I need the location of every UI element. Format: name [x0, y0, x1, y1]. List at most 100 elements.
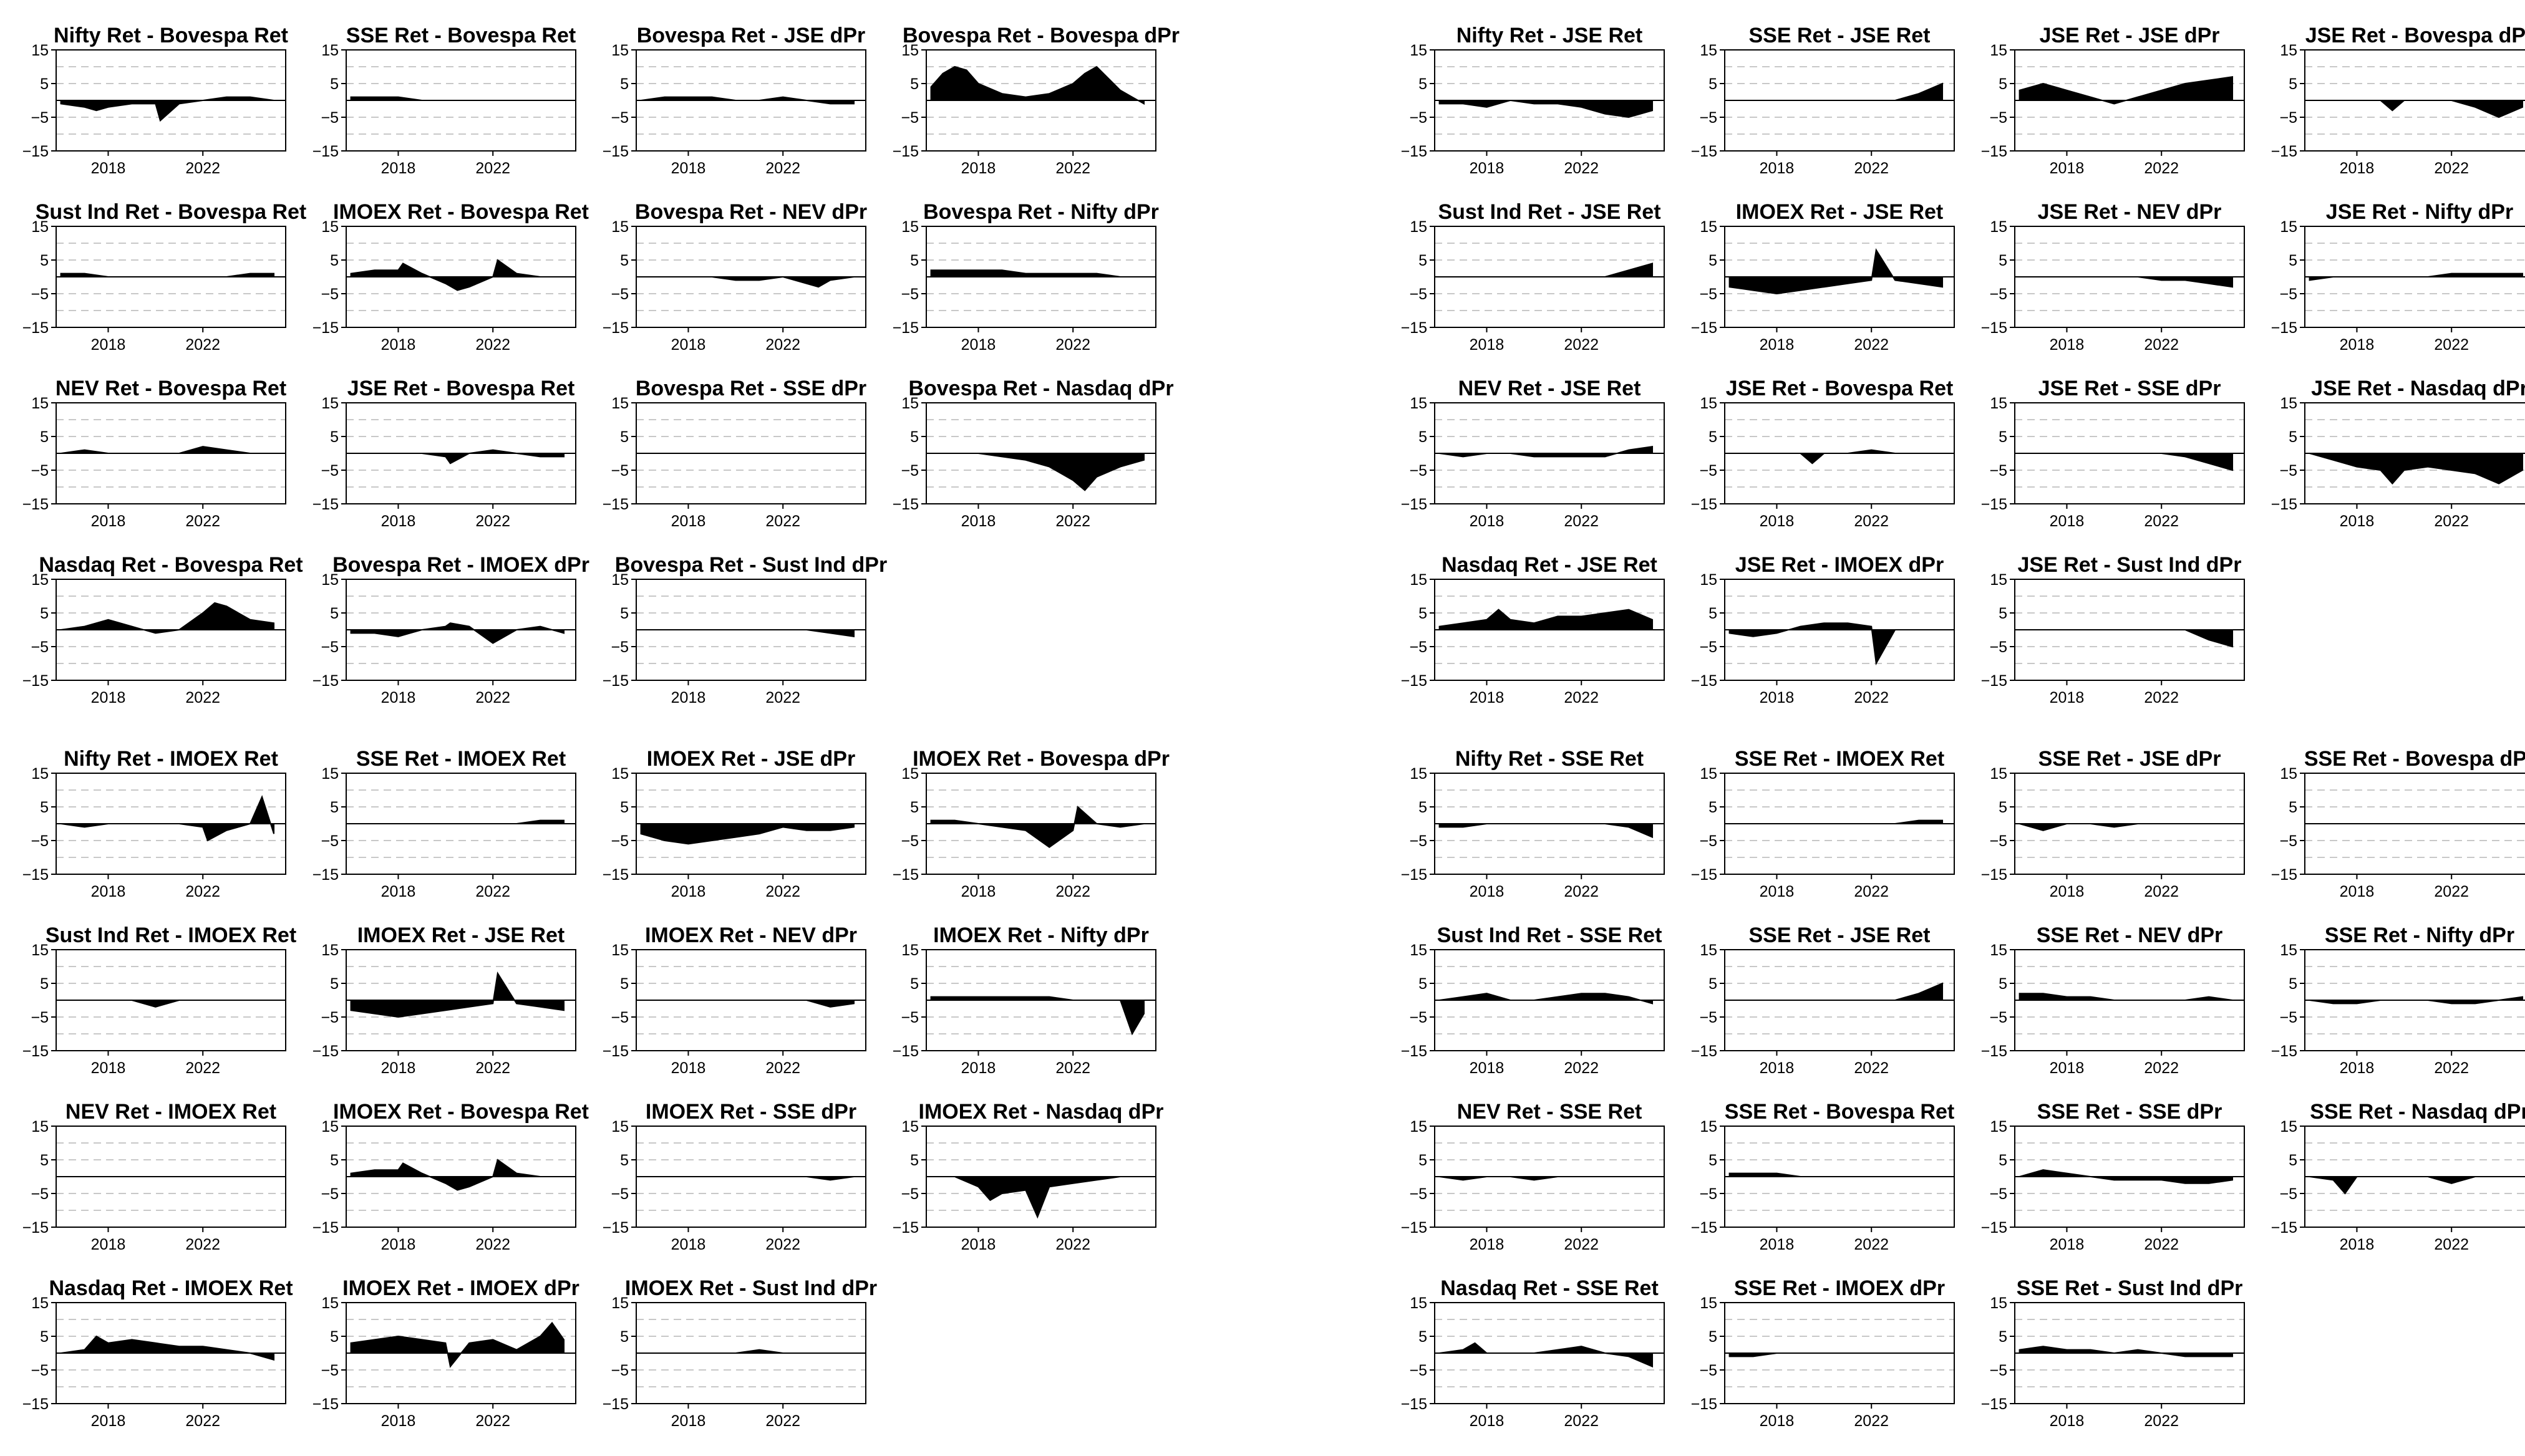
x-tick-label: 2018	[2340, 1236, 2375, 1253]
y-tick-label: 5	[1418, 428, 1427, 446]
x-tick-label: 2022	[475, 336, 510, 354]
y-tick-label: −5	[321, 832, 339, 850]
x-tick-label: 2018	[91, 1412, 126, 1430]
x-tick-label: 2022	[185, 883, 220, 900]
x-tick-label: 2018	[2340, 336, 2375, 354]
chart-panel: Sust Ind Ret - SSE Ret 15 5 −5 −15 2018 2022	[1401, 923, 1665, 1077]
x-tick-label: 2022	[1055, 336, 1090, 354]
y-tick-label: −5	[1409, 1362, 1427, 1379]
y-tick-label: −15	[1691, 1043, 1717, 1060]
y-tick-label: 15	[611, 218, 629, 236]
y-tick-label: −5	[1989, 286, 2007, 303]
y-tick-label: −15	[2271, 496, 2297, 513]
chart-panel: JSE Ret - Bovespa Ret 15 5 −5 −15 2018 2022	[1691, 377, 1955, 530]
x-tick-label: 2018	[381, 336, 416, 354]
plot-frame	[1724, 579, 1955, 681]
x-tick-label: 2022	[765, 160, 800, 177]
x-tick-label: 2022	[185, 336, 220, 354]
plot-frame	[2014, 579, 2245, 681]
y-tick-label: −5	[1989, 639, 2007, 656]
y-tick-label: 15	[1700, 42, 1717, 59]
area-series	[2019, 1346, 2234, 1357]
y-tick-label: 15	[31, 218, 49, 236]
x-tick-label: 2018	[961, 160, 996, 177]
y-tick-label: −5	[321, 286, 339, 303]
y-tick-label: 5	[620, 1328, 629, 1346]
y-tick-label: −5	[611, 286, 629, 303]
x-tick-label: 2022	[1854, 1059, 1889, 1077]
y-tick-label: 15	[611, 395, 629, 412]
y-tick-label: 5	[910, 1152, 919, 1169]
plot-frame	[636, 1126, 866, 1228]
x-tick-label: 2022	[2434, 1236, 2469, 1253]
plot-frame	[926, 773, 1156, 875]
panel-title: Sust Ind Ret - Bovespa Ret	[36, 200, 307, 224]
y-tick-label: 15	[1700, 942, 1717, 959]
y-tick-label: −15	[893, 319, 919, 337]
x-tick-label: 2018	[1470, 1236, 1505, 1253]
y-tick-label: −5	[611, 462, 629, 480]
y-tick-label: −5	[611, 832, 629, 850]
x-tick-label: 2018	[381, 883, 416, 900]
y-tick-label: −15	[603, 866, 629, 884]
plot-frame	[2014, 949, 2245, 1051]
area-series	[351, 449, 565, 465]
panel-title: JSE Ret - Bovespa Ret	[1726, 377, 1954, 400]
plot-frame	[56, 49, 286, 152]
area-series	[350, 1321, 565, 1368]
y-tick-label: −15	[1401, 143, 1427, 160]
x-tick-label: 2022	[765, 1236, 800, 1253]
x-tick-label: 2018	[2050, 1059, 2085, 1077]
panel-title: Nasdaq Ret - JSE Ret	[1442, 553, 1657, 577]
plot-frame	[1724, 773, 1955, 875]
y-tick-label: 15	[1990, 765, 2007, 783]
x-tick-label: 2022	[765, 1412, 800, 1430]
chart-panel: SSE Ret - IMOEX Ret 15 5 −5 −15 2018 2022	[1691, 747, 1955, 900]
y-tick-label: −5	[31, 109, 49, 127]
plot-frame	[1434, 773, 1665, 875]
panel-title: IMOEX Ret - Nasdaq dPr	[919, 1100, 1164, 1124]
x-tick-label: 2022	[1854, 513, 1889, 530]
area-series	[61, 1000, 274, 1008]
x-tick-label: 2018	[1760, 160, 1795, 177]
y-tick-label: −5	[1989, 462, 2007, 480]
y-tick-label: 5	[40, 252, 49, 269]
panel-title: IMOEX Ret - Bovespa Ret	[333, 200, 589, 224]
area-series	[930, 269, 1145, 277]
y-tick-label: −15	[1401, 672, 1427, 690]
y-tick-label: 5	[620, 1152, 629, 1169]
y-tick-label: −5	[2279, 1009, 2297, 1026]
x-tick-label: 2022	[185, 1236, 220, 1253]
panel-title: Bovespa Ret - Sust Ind dPr	[615, 553, 887, 577]
y-tick-label: −5	[321, 639, 339, 656]
y-tick-label: 5	[2289, 428, 2297, 446]
y-tick-label: 15	[1410, 42, 1427, 59]
plot-frame	[346, 1126, 576, 1228]
plot-frame	[2014, 226, 2245, 328]
y-tick-label: −15	[603, 143, 629, 160]
area-series	[61, 602, 275, 634]
plot-frame	[636, 949, 866, 1051]
plot-frame	[346, 773, 576, 875]
plot-frame	[56, 773, 286, 875]
y-tick-label: 15	[321, 942, 339, 959]
area-series	[61, 446, 274, 454]
x-tick-label: 2018	[671, 513, 706, 530]
chart-panel: SSE Ret - IMOEX Ret 15 5 −5 −15 2018 2022	[313, 747, 576, 900]
panel-title: JSE Ret - Sust Ind dPr	[2018, 553, 2242, 577]
x-tick-label: 2022	[2144, 513, 2179, 530]
panel-title: Bovespa Ret - Bovespa dPr	[903, 24, 1180, 47]
y-tick-label: −15	[2271, 143, 2297, 160]
y-tick-label: −15	[1691, 866, 1717, 884]
panel-title: Nasdaq Ret - SSE Ret	[1440, 1276, 1659, 1300]
y-tick-label: 5	[40, 975, 49, 993]
x-tick-label: 2018	[1470, 513, 1505, 530]
y-tick-label: −15	[2271, 1219, 2297, 1237]
x-tick-label: 2018	[671, 883, 706, 900]
y-tick-label: −5	[1699, 462, 1717, 480]
chart-panel: SSE Ret - Nasdaq dPr 15 5 −5 −15 2018 2022	[2271, 1100, 2525, 1253]
y-tick-label: 5	[620, 975, 629, 993]
y-tick-label: −5	[1409, 109, 1427, 127]
x-tick-label: 2018	[671, 689, 706, 706]
